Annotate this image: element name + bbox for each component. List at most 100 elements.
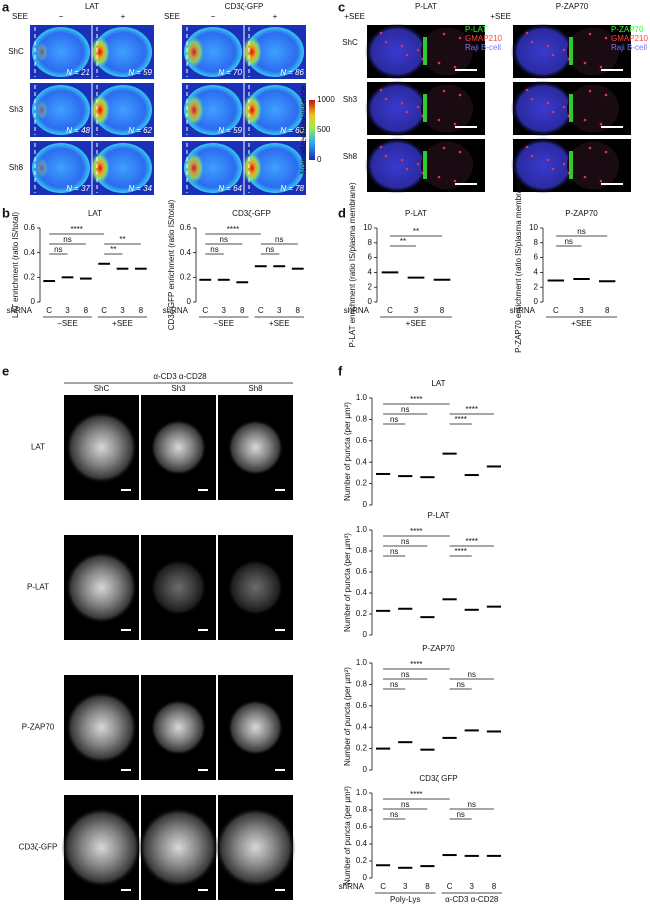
- synapse-signal: [423, 37, 427, 65]
- significance-label: ns: [275, 235, 283, 244]
- significance-label: ns: [401, 537, 409, 546]
- y-tick-label: 0: [368, 297, 373, 306]
- gmap-dot: [530, 40, 534, 44]
- heatmap-hotspot: [184, 94, 204, 126]
- x-tick-label: 3: [470, 882, 475, 891]
- cell-signal: [227, 699, 284, 756]
- y-tick-label: 0.6: [356, 567, 368, 576]
- heatmap-cell: [246, 143, 304, 193]
- condition-plus: +: [273, 12, 278, 21]
- x-axis-label: shRNA: [339, 882, 365, 891]
- x-axis-label: shRNA: [344, 306, 370, 315]
- group-label: −SEE: [57, 319, 78, 328]
- gmap-dot: [437, 175, 441, 179]
- y-axis-label: P-ZAP70 enrichment (ratio IS/plasma memb…: [514, 177, 523, 353]
- gmap-dot: [416, 162, 420, 166]
- gmap-dot: [583, 118, 587, 122]
- gmap-dot: [525, 31, 529, 35]
- n-label: N = 37: [66, 184, 90, 193]
- y-tick-label: 0.6: [24, 223, 36, 232]
- heatmap-cell: [32, 27, 90, 77]
- condition-label: SEE: [12, 12, 28, 21]
- colorbar-label: Normalized fluorescence: [299, 85, 308, 174]
- gmap-dot: [562, 162, 566, 166]
- significance-label: ns: [390, 415, 398, 424]
- x-tick-label: C: [380, 882, 386, 891]
- significance-label: ns: [401, 405, 409, 414]
- y-tick-label: 0: [187, 297, 192, 306]
- legend-entry: GMAP210: [611, 34, 648, 43]
- colorbar: [309, 100, 315, 160]
- y-tick-label: 0.4: [356, 722, 368, 731]
- heatmap-hotspot: [36, 100, 48, 120]
- cell-signal: [150, 419, 207, 476]
- n-label: N = 59: [218, 126, 242, 135]
- cell-signal: [138, 807, 219, 888]
- chart-title: P-LAT: [405, 209, 427, 218]
- x-tick-label: 8: [240, 306, 245, 315]
- gmap-dot: [458, 36, 462, 40]
- group-label: +SEE: [571, 319, 592, 328]
- heatmap-hotspot: [184, 36, 204, 68]
- y-tick-label: 1.0: [356, 393, 368, 402]
- group-label: Poly-Lys: [390, 895, 420, 904]
- x-tick-label: 3: [414, 306, 419, 315]
- gmap-dot: [437, 61, 441, 65]
- group-label: +SEE: [406, 319, 427, 328]
- tcell: [567, 84, 619, 133]
- gmap-dot: [546, 101, 550, 105]
- row-label: P-ZAP70: [22, 723, 55, 732]
- x-tick-label: C: [387, 306, 393, 315]
- gmap-dot: [416, 105, 420, 109]
- cell-signal: [65, 411, 138, 484]
- cell-signal: [227, 559, 284, 616]
- x-tick-label: C: [101, 306, 107, 315]
- cell-signal: [61, 807, 142, 888]
- row-label: Sh3: [343, 95, 358, 104]
- tcell: [567, 27, 619, 76]
- heatmap-hotspot: [184, 152, 204, 184]
- significance-label: ns: [456, 680, 464, 689]
- heatmap-cell: [246, 27, 304, 77]
- significance-label: ns: [468, 670, 476, 679]
- significance-label: ns: [266, 245, 274, 254]
- column-title: Sh3: [171, 384, 186, 393]
- gmap-dot: [588, 32, 592, 36]
- panel-letter: a: [2, 0, 10, 14]
- legend-entry: Raji B-cell: [465, 43, 501, 52]
- heatmap-hotspot: [90, 94, 110, 126]
- row-label: CD3ζ-GFP: [19, 843, 58, 852]
- gmap-dot: [604, 150, 608, 154]
- n-label: N = 48: [66, 126, 90, 135]
- row-label: ShC: [342, 38, 358, 47]
- x-axis-label: shRNA: [7, 306, 33, 315]
- legend-entry: P-ZAP70: [611, 25, 644, 34]
- heatmap-hotspot: [242, 36, 262, 68]
- y-tick-label: 10: [363, 223, 372, 232]
- heatmap-hotspot: [90, 36, 110, 68]
- y-tick-label: 0.6: [180, 223, 192, 232]
- x-tick-label: C: [447, 882, 453, 891]
- gmap-dot: [442, 89, 446, 93]
- cell-signal: [215, 807, 296, 888]
- gmap-dot: [405, 167, 409, 171]
- y-tick-label: 0.8: [356, 805, 368, 814]
- raji-cell: [365, 137, 429, 194]
- row-label: Sh8: [343, 152, 358, 161]
- y-tick-label: 0.4: [356, 839, 368, 848]
- y-tick-label: 1.0: [356, 525, 368, 534]
- synapse-signal: [423, 151, 427, 179]
- y-tick-label: 0.8: [356, 680, 368, 689]
- gmap-dot: [599, 179, 603, 183]
- y-tick-label: 1.0: [356, 788, 368, 797]
- condition-label: +SEE: [344, 12, 365, 21]
- gmap-dot: [551, 53, 555, 57]
- y-tick-label: 0: [31, 297, 36, 306]
- chart-title: LAT: [88, 209, 102, 218]
- n-label: N = 59: [128, 68, 152, 77]
- gmap-dot: [458, 150, 462, 154]
- gmap-dot: [583, 61, 587, 65]
- x-tick-label: 8: [84, 306, 89, 315]
- condition-label: SEE: [164, 12, 180, 21]
- gmap-dot: [400, 44, 404, 48]
